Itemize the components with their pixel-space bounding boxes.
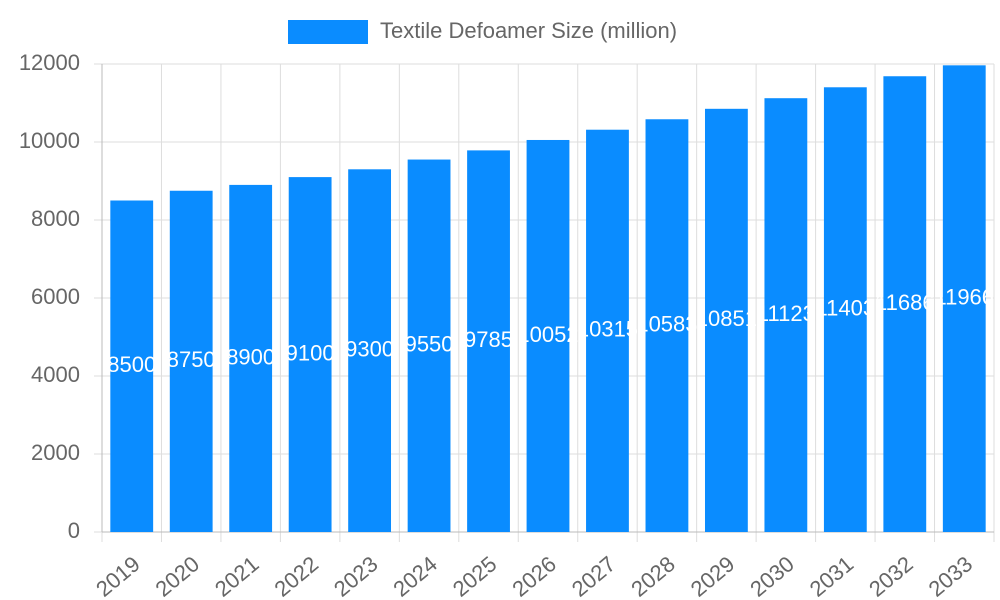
data-label: 10315 [577, 317, 638, 342]
data-label: 10583 [636, 311, 697, 336]
x-tick-label: 2023 [329, 551, 383, 600]
bar [348, 169, 392, 533]
data-label: 10851 [696, 306, 757, 331]
y-tick-label: 4000 [31, 362, 80, 387]
bar [288, 177, 332, 532]
x-tick-label: 2028 [626, 551, 680, 600]
data-label: 11123 [757, 301, 815, 326]
data-label: 11966 [934, 284, 994, 309]
y-tick-label: 12000 [19, 50, 80, 75]
x-tick-label: 2021 [210, 551, 264, 600]
bar [645, 119, 689, 532]
data-label: 8900 [226, 344, 275, 369]
data-label: 9550 [405, 332, 454, 357]
x-tick-label: 2022 [270, 551, 324, 600]
x-tick-label: 2033 [924, 551, 978, 600]
data-label: 9300 [345, 336, 394, 361]
x-tick-label: 2027 [567, 551, 621, 600]
legend-swatch [288, 20, 368, 44]
y-tick-label: 10000 [19, 128, 80, 153]
x-tick-label: 2019 [91, 551, 145, 600]
bar [110, 200, 154, 532]
x-tick-label: 2030 [745, 551, 799, 600]
data-label: 11403 [816, 295, 876, 320]
y-tick-label: 6000 [31, 284, 80, 309]
data-label: 10052 [517, 322, 578, 347]
bar [823, 87, 867, 533]
bar [586, 129, 629, 532]
y-tick-label: 8000 [31, 206, 80, 231]
bar [229, 184, 273, 532]
x-tick-label: 2026 [507, 551, 561, 600]
bar [526, 139, 570, 533]
data-label: 11686 [875, 290, 935, 315]
data-label: 8750 [167, 347, 216, 372]
bar [883, 76, 927, 532]
bar [467, 150, 510, 532]
legend-label: Textile Defoamer Size (million) [380, 18, 677, 43]
bar [704, 108, 748, 532]
x-tick-label: 2020 [151, 551, 205, 600]
x-tick-label: 2029 [686, 551, 740, 600]
x-tick-label: 2024 [388, 551, 442, 600]
data-label: 9100 [286, 340, 335, 365]
data-label: 9785 [464, 327, 513, 352]
x-tick-label: 2025 [448, 551, 502, 600]
x-tick-label: 2031 [805, 551, 859, 600]
bar [942, 65, 986, 533]
data-label: 8500 [107, 352, 156, 377]
bar [764, 98, 808, 532]
bar [169, 190, 213, 532]
y-tick-label: 0 [68, 518, 80, 543]
y-tick-label: 2000 [31, 440, 80, 465]
bar [407, 159, 451, 533]
x-tick-label: 2032 [864, 551, 918, 600]
